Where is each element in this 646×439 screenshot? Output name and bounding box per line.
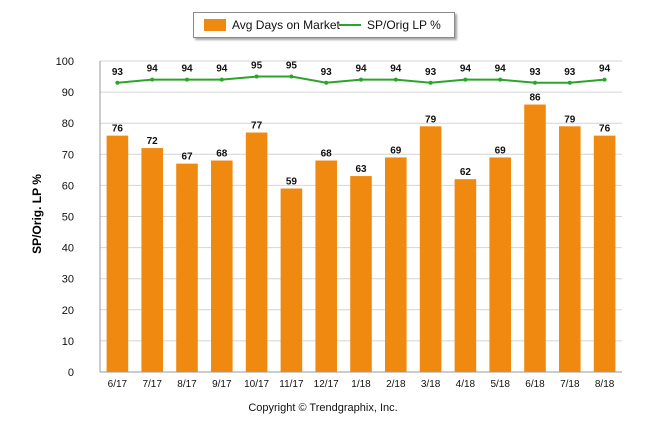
bar-label-2: 67 [181, 152, 193, 163]
bar-label-8: 69 [390, 145, 402, 156]
x-tick-label-1: 7/17 [142, 379, 162, 390]
bar-label-1: 72 [147, 136, 159, 147]
bar-label-3: 68 [216, 149, 228, 160]
line-point-1 [150, 77, 155, 82]
bar-12 [524, 104, 546, 372]
legend-label-bar: Avg Days on Market [232, 18, 340, 32]
legend-item-bar: Avg Days on Market [204, 13, 340, 37]
x-tick-label-6: 12/17 [314, 379, 339, 390]
bar-5 [280, 188, 303, 372]
bar-label-9: 79 [425, 114, 437, 125]
bar-7 [350, 176, 372, 372]
y-tick-label-8: 80 [62, 118, 74, 130]
x-tick-label-5: 11/17 [279, 379, 304, 390]
line-point-8 [393, 77, 398, 82]
bar-3 [211, 160, 233, 372]
x-tick-label-10: 4/18 [456, 379, 476, 390]
line-label-14: 94 [599, 64, 611, 75]
line-point-6 [324, 80, 329, 85]
y-tick-label-1: 10 [62, 336, 74, 348]
y-tick-label-3: 30 [62, 274, 74, 286]
line-label-8: 94 [390, 64, 402, 75]
line-label-0: 93 [112, 67, 124, 78]
y-tick-label-0: 0 [68, 367, 74, 379]
bar-0 [106, 135, 129, 372]
bar-8 [385, 157, 407, 372]
line-label-9: 93 [425, 67, 437, 78]
y-tick-label-7: 70 [62, 149, 74, 161]
legend-item-line: SP/Orig LP % [339, 13, 441, 37]
line-point-10 [463, 77, 468, 82]
x-tick-label-9: 3/18 [421, 379, 441, 390]
bar-4 [245, 132, 268, 372]
line-label-6: 93 [321, 67, 333, 78]
line-point-14 [602, 77, 607, 82]
line-label-2: 94 [181, 64, 193, 75]
line-label-12: 93 [529, 67, 541, 78]
x-tick-label-4: 10/17 [244, 379, 269, 390]
legend-swatch-line [339, 24, 361, 26]
legend: Avg Days on Market SP/Orig LP % [193, 12, 455, 38]
x-tick-label-2: 8/17 [177, 379, 197, 390]
line-label-13: 93 [564, 67, 576, 78]
bar-label-0: 76 [112, 124, 124, 135]
line-label-5: 95 [286, 61, 298, 72]
line-point-5 [289, 74, 294, 79]
bar-label-10: 62 [460, 167, 472, 178]
bar-11 [489, 157, 511, 372]
line-label-3: 94 [216, 64, 228, 75]
line-point-4 [254, 74, 259, 79]
bar-14 [593, 135, 616, 372]
x-tick-label-8: 2/18 [386, 379, 406, 390]
bar-1 [141, 148, 163, 372]
bar-label-6: 68 [321, 149, 333, 160]
bar-2 [176, 163, 198, 372]
line-point-12 [533, 80, 537, 85]
y-tick-label-4: 40 [62, 243, 74, 255]
bar-label-14: 76 [599, 124, 611, 135]
bar-label-11: 69 [495, 145, 507, 156]
y-tick-label-5: 50 [62, 212, 74, 224]
copyright-footer: Copyright © Trendgraphix, Inc. [248, 402, 398, 414]
line-point-2 [185, 77, 189, 82]
line-point-11 [498, 77, 503, 82]
x-tick-label-11: 5/18 [490, 379, 510, 390]
line-point-7 [359, 77, 363, 82]
bar-label-4: 77 [251, 121, 263, 132]
y-tick-label-10: 100 [56, 56, 74, 68]
line-label-4: 95 [251, 61, 263, 72]
bar-9 [419, 126, 442, 372]
y-tick-label-2: 20 [62, 305, 74, 317]
y-tick-label-9: 90 [62, 87, 74, 99]
line-label-1: 94 [147, 64, 159, 75]
x-tick-label-3: 9/17 [212, 379, 232, 390]
line-label-7: 94 [355, 64, 367, 75]
bar-label-5: 59 [286, 177, 298, 188]
x-tick-label-12: 6/18 [525, 379, 545, 390]
x-tick-label-7: 1/18 [351, 379, 371, 390]
line-point-3 [219, 77, 224, 82]
y-axis-title: SP/Orig. LP % [30, 174, 44, 254]
x-tick-label-13: 7/18 [560, 379, 580, 390]
y-tick-label-6: 60 [62, 180, 74, 192]
x-tick-label-14: 8/18 [595, 379, 615, 390]
legend-label-line: SP/Orig LP % [367, 18, 441, 32]
line-label-11: 94 [495, 64, 507, 75]
line-label-10: 94 [460, 64, 472, 75]
x-tick-label-0: 6/17 [108, 379, 128, 390]
bar-label-12: 86 [529, 93, 541, 104]
line-point-9 [428, 80, 433, 85]
legend-swatch-bar [204, 19, 226, 31]
line-point-0 [115, 80, 120, 85]
bar-6 [315, 160, 337, 372]
line-point-13 [567, 80, 572, 85]
bar-label-7: 63 [355, 164, 367, 175]
bar-label-13: 79 [564, 114, 576, 125]
bar-13 [559, 126, 581, 372]
bar-10 [454, 179, 477, 372]
